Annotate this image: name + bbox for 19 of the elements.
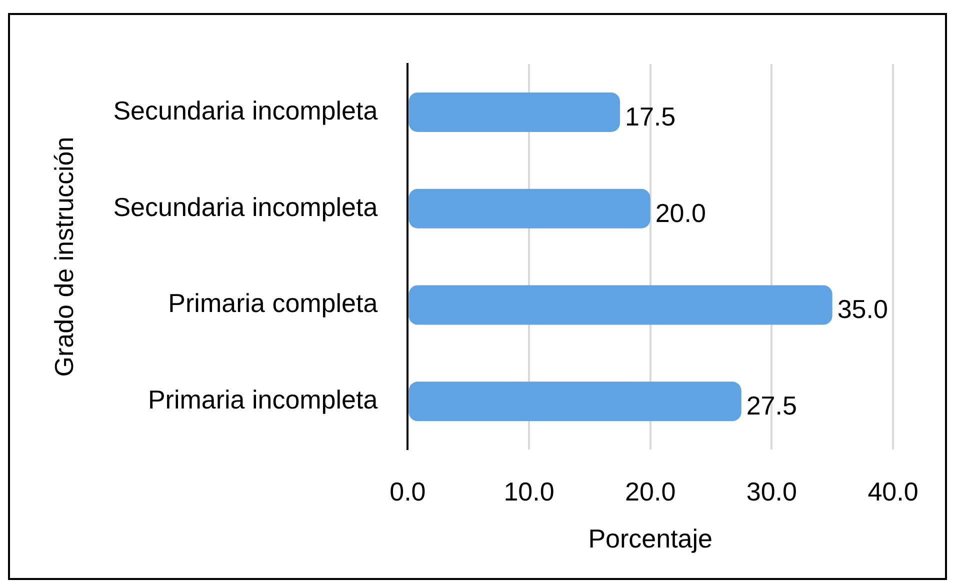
bar <box>408 285 832 325</box>
data-label: 27.5 <box>746 390 797 421</box>
x-tick-label: 40.0 <box>868 476 918 506</box>
x-tick-label: 30.0 <box>746 476 797 506</box>
data-label: 20.0 <box>655 198 706 228</box>
x-tick-label: 10.0 <box>504 476 554 506</box>
x-tick-label: 20.0 <box>625 476 676 506</box>
y-tick-label: Secundaria incompleta <box>113 192 378 222</box>
y-tick-label: Secundaria incompleta <box>113 95 378 126</box>
y-tick-label: Primaria incompleta <box>148 384 378 415</box>
bar <box>408 188 650 228</box>
data-label: 35.0 <box>837 294 888 324</box>
x-axis-title: Porcentaje <box>588 524 713 554</box>
y-tick-label: Primaria completa <box>168 288 378 318</box>
data-label: 17.5 <box>625 101 676 132</box>
bar <box>408 382 742 422</box>
y-axis-title: Grado de instrucción <box>48 136 79 377</box>
bar <box>408 92 620 132</box>
x-tick-label: 0.0 <box>390 476 426 506</box>
